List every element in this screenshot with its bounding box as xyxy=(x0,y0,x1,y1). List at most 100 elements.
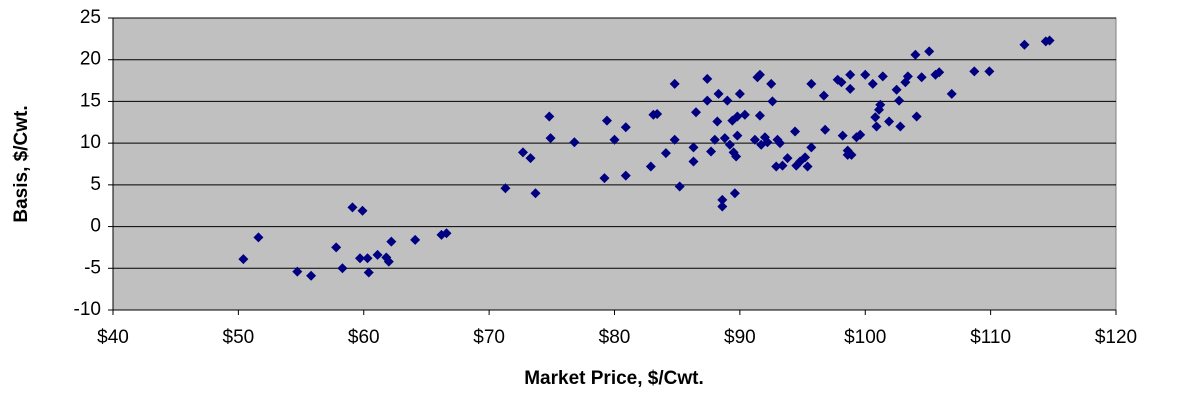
point xyxy=(969,66,980,77)
point xyxy=(669,134,680,145)
point xyxy=(709,134,720,145)
x-tick-label: $40 xyxy=(97,327,129,348)
y-tick-label: 0 xyxy=(90,216,101,237)
point xyxy=(777,160,788,171)
point xyxy=(739,109,750,120)
point xyxy=(620,122,631,133)
point xyxy=(306,270,317,281)
point xyxy=(712,116,723,127)
point xyxy=(884,116,895,127)
point xyxy=(731,151,742,162)
point xyxy=(806,142,817,153)
point xyxy=(569,137,580,148)
point xyxy=(855,129,866,140)
point xyxy=(645,161,656,172)
point xyxy=(894,95,905,106)
point xyxy=(253,232,264,243)
point xyxy=(357,205,368,216)
x-axis-title: Market Price, $/Cwt. xyxy=(524,368,704,389)
y-tick-label: -10 xyxy=(74,299,101,320)
point xyxy=(766,78,777,89)
y-tick-label: 20 xyxy=(80,49,101,70)
point xyxy=(347,202,358,213)
point xyxy=(845,83,856,94)
point xyxy=(500,183,511,194)
point xyxy=(717,201,728,212)
point xyxy=(525,153,536,164)
labels: -10 -5 0 5 10 15 20 25 $40 $50 $60 $70 $80 $90 $100 $11… xyxy=(74,7,1138,348)
point xyxy=(690,107,701,118)
point xyxy=(517,147,528,158)
y-tick-label: 5 xyxy=(90,174,101,195)
point xyxy=(806,78,817,89)
point xyxy=(544,111,555,122)
point xyxy=(875,99,886,110)
point xyxy=(924,46,935,57)
point xyxy=(845,69,856,80)
point xyxy=(767,96,778,107)
point xyxy=(386,236,397,247)
point xyxy=(620,170,631,181)
point xyxy=(734,88,745,99)
point xyxy=(836,77,847,88)
x-tick-label: $50 xyxy=(223,327,255,348)
x-tick-label: $90 xyxy=(724,327,756,348)
point xyxy=(749,134,760,145)
point xyxy=(441,228,452,239)
point xyxy=(706,146,717,157)
point xyxy=(891,84,902,95)
y-tick-label: 15 xyxy=(80,90,101,111)
point xyxy=(867,78,878,89)
y-tick-label: -5 xyxy=(84,257,101,278)
point xyxy=(762,137,773,148)
point xyxy=(877,71,888,82)
point xyxy=(916,72,927,83)
y-tick-label: 25 xyxy=(80,7,101,28)
point xyxy=(609,134,620,145)
point xyxy=(934,67,945,78)
point xyxy=(774,138,785,149)
point xyxy=(790,126,801,137)
point xyxy=(599,173,610,184)
point xyxy=(354,253,365,264)
points xyxy=(238,35,1055,281)
point xyxy=(331,242,342,253)
point xyxy=(902,71,913,82)
x-tick-label: $100 xyxy=(844,327,886,348)
point xyxy=(530,188,541,199)
x-tick-label: $70 xyxy=(473,327,505,348)
point xyxy=(652,108,663,119)
point xyxy=(362,253,373,264)
point xyxy=(292,266,303,277)
point xyxy=(820,124,831,135)
point xyxy=(719,133,730,144)
point xyxy=(771,161,782,172)
point xyxy=(601,115,612,126)
point xyxy=(702,73,713,84)
point xyxy=(910,49,921,60)
point xyxy=(729,188,740,199)
point xyxy=(372,249,383,260)
point xyxy=(732,130,743,141)
point xyxy=(722,95,733,106)
point xyxy=(545,133,556,144)
point xyxy=(702,95,713,106)
point xyxy=(754,69,765,80)
y-axis-title: Basis, $/Cwt. xyxy=(11,105,32,222)
point xyxy=(860,69,871,80)
point xyxy=(1019,39,1030,50)
point xyxy=(669,78,680,89)
x-tick-label: $120 xyxy=(1095,327,1137,348)
point xyxy=(724,139,735,150)
y-tick-label: 10 xyxy=(80,132,101,153)
point xyxy=(410,234,421,245)
point xyxy=(946,88,957,99)
point xyxy=(802,161,813,172)
point xyxy=(688,156,699,167)
point xyxy=(984,66,995,77)
point xyxy=(911,111,922,122)
point xyxy=(846,149,857,160)
point xyxy=(674,181,685,192)
point xyxy=(895,121,906,132)
